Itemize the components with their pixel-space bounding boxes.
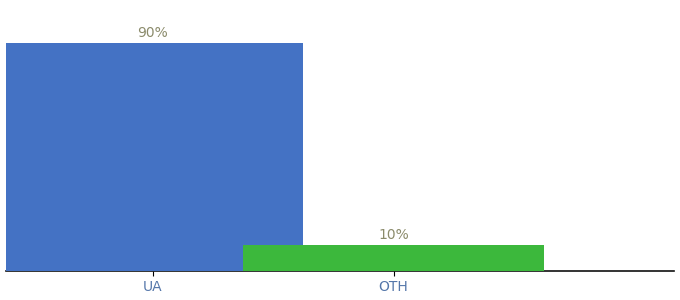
Text: 90%: 90% bbox=[137, 26, 168, 40]
Bar bbox=[243, 245, 544, 271]
Text: 10%: 10% bbox=[378, 228, 409, 242]
Bar bbox=[2, 44, 303, 271]
